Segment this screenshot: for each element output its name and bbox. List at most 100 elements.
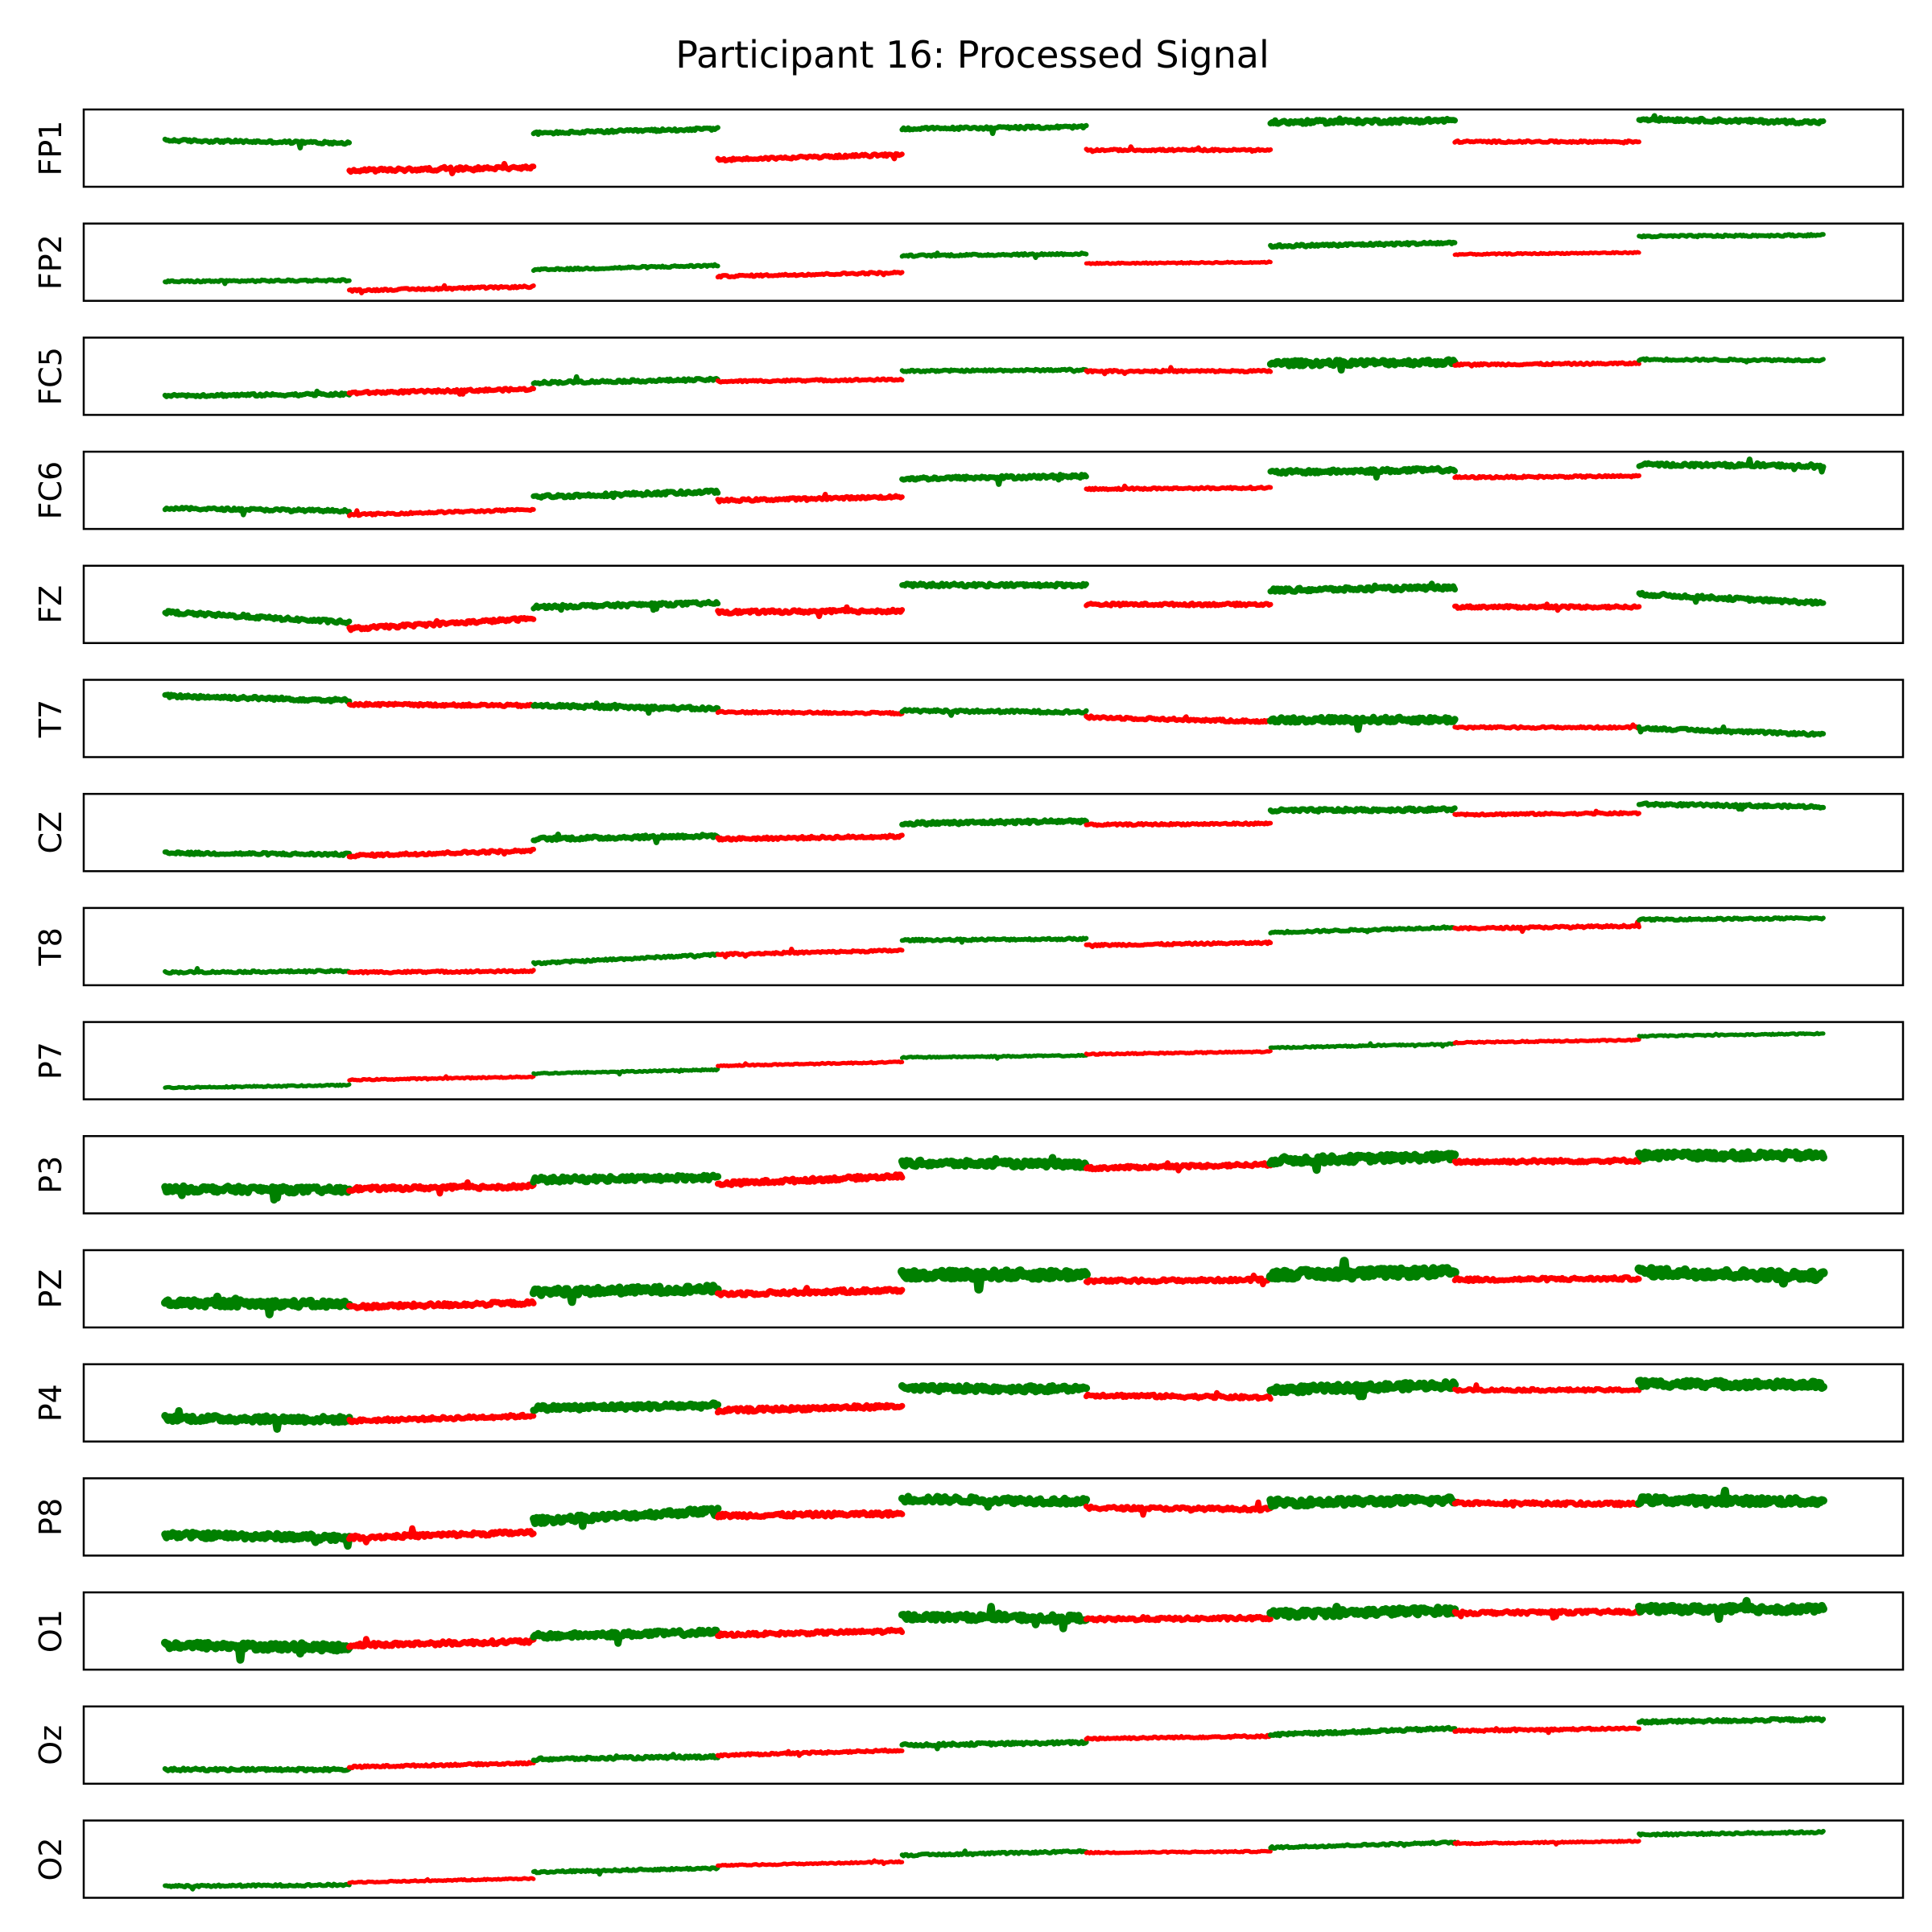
signal-segment-4 xyxy=(714,1402,906,1416)
axes-frame xyxy=(82,108,1905,188)
signal-segment-9 xyxy=(1635,1377,1827,1392)
signal-segment-6 xyxy=(1084,144,1274,155)
signal-segment-8 xyxy=(1452,1725,1641,1736)
signal-segment-6 xyxy=(1083,1499,1274,1518)
signal-segment-4 xyxy=(715,151,905,163)
signal-segment-5 xyxy=(899,580,1089,590)
signal-segment-8 xyxy=(1452,919,1641,935)
signal-segment-8 xyxy=(1451,1274,1642,1285)
signal-segment-8 xyxy=(1452,808,1641,818)
signal-segment-6 xyxy=(1084,259,1273,266)
signal-segment-1 xyxy=(162,849,353,858)
signal-segment-3 xyxy=(530,1399,722,1414)
axes-frame xyxy=(82,222,1905,302)
signal-segment-5 xyxy=(898,1381,1091,1396)
signal-segment-3 xyxy=(530,1865,720,1877)
signal-segment-4 xyxy=(716,1858,905,1868)
channel-panel-p7: P7 xyxy=(33,1021,1905,1100)
signal-segment-8 xyxy=(1452,722,1641,731)
signal-segment-1 xyxy=(163,1082,352,1091)
channel-label: FC6 xyxy=(33,461,68,520)
signal-segment-7 xyxy=(1266,1603,1459,1621)
signal-segment-3 xyxy=(530,1626,722,1647)
signal-segment-1 xyxy=(162,136,353,151)
signal-segment-3 xyxy=(531,1067,720,1077)
signal-segment-5 xyxy=(899,250,1089,260)
signal-segment-5 xyxy=(898,1266,1091,1294)
signal-segment-1 xyxy=(162,505,353,518)
channel-label: FC5 xyxy=(33,347,68,406)
signal-segment-9 xyxy=(1635,1486,1827,1509)
signal-segment-6 xyxy=(1084,1848,1273,1856)
signal-segment-3 xyxy=(530,1171,722,1186)
axes-frame xyxy=(82,564,1905,645)
channel-panel-t7: T7 xyxy=(33,679,1905,758)
signal-segment-2 xyxy=(346,1411,537,1426)
axes-frame xyxy=(82,1363,1905,1443)
signal-segment-2 xyxy=(346,386,536,397)
signal-segment-8 xyxy=(1452,360,1641,369)
signal-segment-2 xyxy=(346,615,537,634)
signal-segment-8 xyxy=(1451,1156,1642,1166)
signal-segment-4 xyxy=(714,1285,906,1298)
signal-segment-3 xyxy=(530,1752,720,1764)
signal-segment-7 xyxy=(1267,580,1458,595)
signal-segment-5 xyxy=(899,817,1089,828)
signal-segment-2 xyxy=(346,1179,537,1197)
signal-segment-8 xyxy=(1452,601,1642,613)
signal-segment-8 xyxy=(1451,1607,1642,1621)
signal-segment-4 xyxy=(715,1747,905,1759)
signal-segment-7 xyxy=(1266,356,1459,374)
signal-segment-6 xyxy=(1083,1272,1274,1288)
signal-segment-5 xyxy=(899,707,1089,718)
signal-segment-6 xyxy=(1084,483,1274,493)
signal-segment-9 xyxy=(1636,589,1827,607)
signal-segment-5 xyxy=(899,1848,1089,1859)
axes-frame xyxy=(82,792,1905,873)
channel-panel-t8: T8 xyxy=(33,906,1905,987)
signal-segment-9 xyxy=(1636,1715,1827,1726)
channel-panel-p4: P4 xyxy=(33,1363,1905,1443)
channel-label: FP1 xyxy=(33,121,68,176)
signal-segment-1 xyxy=(161,1182,353,1204)
signal-segment-5 xyxy=(899,122,1089,136)
signal-segment-4 xyxy=(715,832,905,843)
signal-segment-6 xyxy=(1084,601,1274,609)
signal-segment-6 xyxy=(1084,820,1274,828)
signal-segment-7 xyxy=(1268,924,1458,935)
axes-frame xyxy=(82,1249,1905,1329)
signal-segment-7 xyxy=(1265,1257,1459,1283)
signal-segment-4 xyxy=(715,491,905,505)
signal-segment-4 xyxy=(715,604,906,620)
axes-frame xyxy=(82,906,1905,987)
axes-frame xyxy=(82,1021,1905,1100)
signal-segment-6 xyxy=(1084,1732,1274,1742)
channel-panel-o1: O1 xyxy=(33,1591,1905,1671)
channel-label: O1 xyxy=(33,1609,68,1653)
signal-segment-6 xyxy=(1084,939,1274,949)
signal-segment-6 xyxy=(1084,1049,1273,1057)
channel-panel-cz: CZ xyxy=(33,792,1905,873)
signal-segment-9 xyxy=(1636,113,1827,126)
signal-segment-7 xyxy=(1267,805,1458,815)
signal-segment-4 xyxy=(715,708,905,717)
channel-panel-p3: P3 xyxy=(33,1135,1905,1215)
signal-segment-9 xyxy=(1635,1148,1827,1163)
signal-segment-2 xyxy=(347,1876,536,1885)
axes-frame xyxy=(82,679,1905,758)
axes-frame xyxy=(82,1705,1905,1785)
signal-segment-2 xyxy=(347,1760,536,1770)
signal-segment-1 xyxy=(163,1881,352,1892)
signal-segment-1 xyxy=(162,388,353,399)
signal-segment-2 xyxy=(346,1636,537,1650)
signal-segment-1 xyxy=(163,966,352,976)
signal-segment-8 xyxy=(1452,1382,1642,1394)
signal-segment-2 xyxy=(347,968,536,976)
signal-segment-3 xyxy=(530,952,720,967)
axes-frame xyxy=(82,1477,1905,1557)
axes-frame xyxy=(82,450,1905,530)
channel-label: T8 xyxy=(33,927,68,966)
channel-panel-fc5: FC5 xyxy=(33,336,1905,416)
signal-segment-6 xyxy=(1083,1160,1274,1174)
signal-segment-7 xyxy=(1266,1150,1459,1174)
